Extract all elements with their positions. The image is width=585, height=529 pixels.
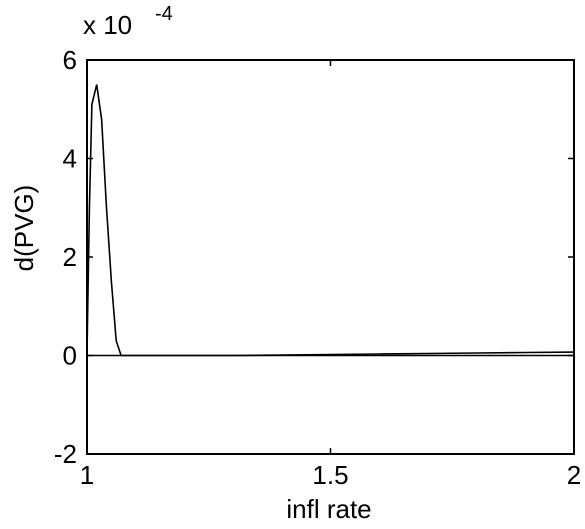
- series-line-0: [86, 84, 575, 357]
- axis-ticks: 1 1.5 2 -2 0 2 4 6: [54, 45, 581, 490]
- y-tick-label: 4: [63, 144, 77, 174]
- y-tick-label: 0: [63, 341, 77, 371]
- y-tick-label: 2: [63, 242, 77, 272]
- x-tick-label: 2: [567, 460, 581, 490]
- x-axis-label: infl rate: [286, 494, 371, 524]
- y-axis-label: d(PVG): [9, 185, 39, 272]
- y-exponent-power: -4: [155, 3, 173, 25]
- x-tick-label: 1: [80, 460, 94, 490]
- y-exponent-base: x 10: [83, 10, 132, 40]
- plot-area: [86, 59, 575, 455]
- y-tick-label: -2: [54, 439, 77, 469]
- x-tick-label: 1.5: [312, 460, 348, 490]
- y-tick-label: 6: [63, 45, 77, 75]
- axes-frame: [86, 59, 575, 455]
